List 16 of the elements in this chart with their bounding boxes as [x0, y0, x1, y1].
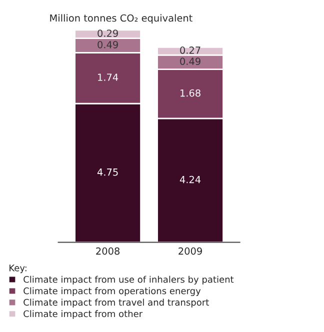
data-label: 0.29	[98, 30, 118, 37]
x-tick-label: 2008	[96, 247, 120, 255]
legend-label: Climate impact from use of inhalers by patient	[24, 276, 234, 285]
data-label: 4.24	[180, 176, 201, 184]
data-label: 0.49	[180, 58, 200, 65]
data-label: 0.49	[98, 40, 118, 48]
data-label: 0.27	[180, 46, 200, 54]
data-label: 1.68	[180, 89, 200, 97]
data-label: 1.74	[98, 74, 118, 81]
chart-title: Million tonnes CO₂ equivalent	[50, 14, 192, 24]
legend-title: Key:	[10, 264, 26, 274]
data-label: 4.75	[97, 168, 118, 176]
legend-label: Climate impact from travel and transport	[24, 298, 209, 308]
x-tick-label: 2009	[178, 247, 202, 255]
legend-label: Climate impact from operations energy	[24, 287, 201, 296]
legend-label: Climate impact from other	[24, 310, 143, 319]
